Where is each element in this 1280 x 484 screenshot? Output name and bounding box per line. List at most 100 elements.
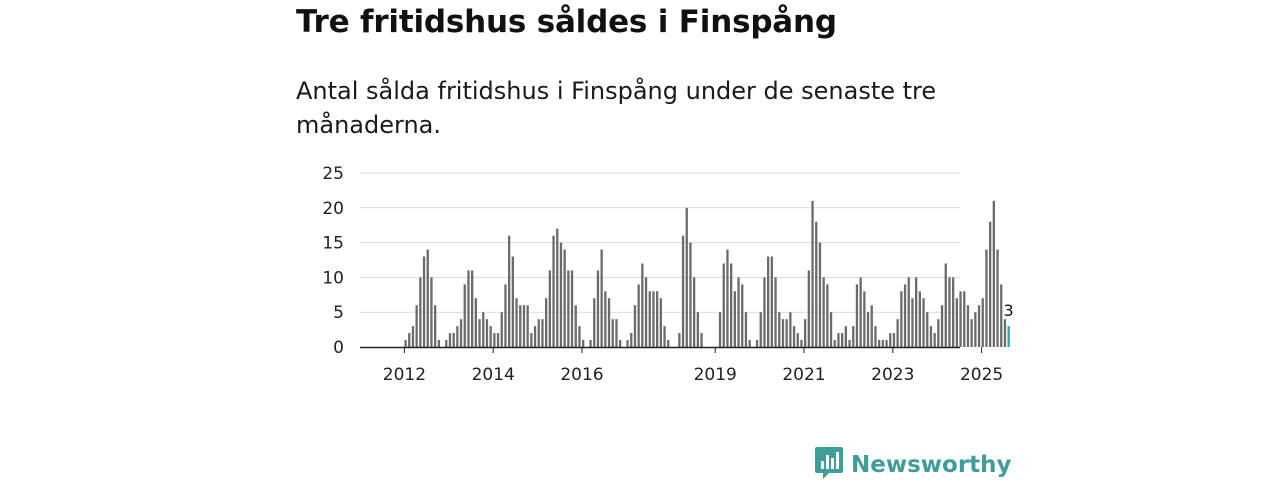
bar bbox=[763, 277, 766, 347]
bar bbox=[900, 291, 903, 347]
bar bbox=[952, 277, 955, 347]
bar bbox=[996, 249, 999, 347]
bar bbox=[970, 319, 973, 347]
bar bbox=[652, 291, 655, 347]
bar bbox=[567, 270, 570, 347]
bar bbox=[963, 291, 966, 347]
bar bbox=[918, 291, 921, 347]
bar bbox=[915, 277, 918, 347]
bar bbox=[530, 333, 533, 347]
bar bbox=[896, 319, 899, 347]
bar bbox=[570, 270, 574, 347]
bar bbox=[926, 312, 929, 347]
x-tick-label: 2021 bbox=[782, 365, 825, 385]
bar bbox=[537, 319, 540, 347]
annotations: 3 bbox=[1004, 301, 1014, 320]
bar bbox=[907, 277, 910, 347]
bar bbox=[637, 284, 640, 347]
bar bbox=[404, 340, 407, 347]
bar bbox=[582, 340, 585, 347]
highlight-value-label: 3 bbox=[1004, 301, 1014, 320]
bar bbox=[459, 319, 463, 347]
bar bbox=[859, 277, 862, 347]
bar bbox=[644, 277, 648, 347]
bar bbox=[767, 256, 770, 347]
bar bbox=[448, 333, 452, 347]
bar bbox=[863, 291, 866, 347]
y-tick-label: 20 bbox=[322, 199, 344, 219]
newsworthy-logo-icon bbox=[815, 446, 843, 484]
bar bbox=[689, 242, 692, 347]
bar bbox=[596, 270, 600, 347]
y-tick-label: 15 bbox=[322, 234, 344, 254]
bar bbox=[648, 291, 651, 347]
bar bbox=[508, 235, 511, 347]
bar bbox=[563, 249, 566, 347]
bar bbox=[489, 326, 492, 347]
bar bbox=[463, 284, 466, 347]
bar bbox=[526, 305, 529, 347]
bar bbox=[833, 340, 836, 347]
bar bbox=[922, 298, 925, 347]
bar bbox=[1003, 319, 1007, 347]
bar bbox=[874, 326, 877, 347]
bar bbox=[685, 207, 688, 347]
bar bbox=[841, 333, 844, 347]
bar bbox=[781, 319, 785, 347]
bar bbox=[785, 319, 788, 347]
bar bbox=[940, 305, 944, 347]
bar bbox=[667, 340, 670, 347]
bar bbox=[796, 333, 799, 347]
bar bbox=[511, 256, 514, 347]
bar bbox=[478, 319, 481, 347]
bar bbox=[604, 291, 607, 347]
bar bbox=[693, 277, 696, 347]
bar bbox=[559, 242, 563, 347]
bar bbox=[792, 326, 796, 347]
bar bbox=[826, 284, 829, 347]
bar bbox=[515, 298, 518, 347]
bar bbox=[437, 340, 440, 347]
bar bbox=[422, 256, 426, 347]
bar bbox=[419, 277, 422, 347]
bar bbox=[741, 284, 744, 347]
bar bbox=[504, 284, 507, 347]
bar bbox=[500, 312, 503, 347]
bar bbox=[822, 277, 825, 347]
bar bbox=[1000, 284, 1003, 347]
bar bbox=[467, 270, 470, 347]
bar bbox=[929, 326, 933, 347]
bar bbox=[744, 312, 748, 347]
bar bbox=[981, 298, 984, 347]
bar bbox=[989, 221, 992, 347]
bar bbox=[789, 312, 792, 347]
y-tick-label: 25 bbox=[322, 164, 344, 184]
bar bbox=[800, 340, 803, 347]
bar bbox=[659, 298, 662, 347]
bar bbox=[522, 305, 526, 347]
x-tick-label: 2025 bbox=[960, 365, 1003, 385]
bar bbox=[737, 277, 740, 347]
bar bbox=[589, 340, 592, 347]
bar bbox=[471, 270, 474, 347]
bar bbox=[578, 326, 581, 347]
bar bbox=[633, 305, 637, 347]
bar bbox=[722, 263, 725, 347]
bar bbox=[848, 340, 851, 347]
x-axis: 2012 2014 2016 2019 2021 2023 2025 bbox=[360, 346, 1003, 385]
bar bbox=[911, 298, 914, 347]
bar bbox=[656, 291, 659, 347]
bar bbox=[485, 319, 489, 347]
bar bbox=[452, 333, 455, 347]
x-tick-label: 2019 bbox=[694, 365, 737, 385]
bar bbox=[885, 340, 888, 347]
bar bbox=[548, 270, 551, 347]
bar bbox=[411, 326, 415, 347]
bar bbox=[496, 333, 500, 347]
bar bbox=[545, 298, 548, 347]
bar bbox=[807, 270, 810, 347]
bar bbox=[818, 242, 822, 347]
gridlines bbox=[360, 172, 960, 313]
bar bbox=[937, 319, 940, 347]
